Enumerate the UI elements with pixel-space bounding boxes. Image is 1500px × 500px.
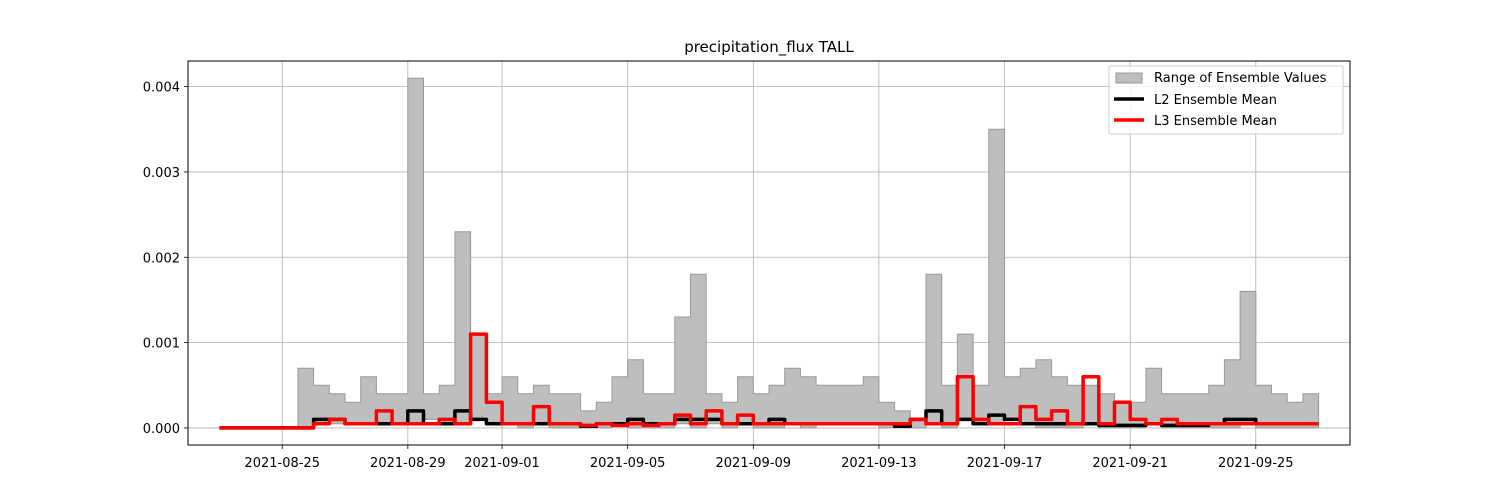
x-tick-label-2: 2021-09-01 <box>464 456 540 471</box>
series-line-l3 <box>219 332 1319 430</box>
x-tick-label-7: 2021-09-21 <box>1092 456 1168 471</box>
legend-label-l3: L3 Ensemble Mean <box>1154 114 1277 129</box>
x-tick-label-3: 2021-09-05 <box>590 456 666 471</box>
chart-title: precipitation_flux TALL <box>684 38 854 57</box>
y-tick-label-4: 0.004 <box>143 81 180 96</box>
plot-frame <box>187 60 1351 446</box>
legend-label-l2: L2 Ensemble Mean <box>1154 93 1277 108</box>
x-tick-label-0: 2021-08-25 <box>244 456 320 471</box>
legend-swatch-range <box>1115 72 1143 84</box>
series-line-l2 <box>219 409 1319 430</box>
y-tick-label-2: 0.002 <box>143 251 180 266</box>
x-tick-label-5: 2021-09-13 <box>841 456 917 471</box>
x-tick-label-6: 2021-09-17 <box>967 456 1043 471</box>
x-tick-label-1: 2021-08-29 <box>370 456 446 471</box>
y-axis: 0.000 0.001 0.002 0.003 0.004 <box>143 81 188 437</box>
series-lines <box>219 332 1319 430</box>
legend: Range of Ensemble Values L2 Ensemble Mea… <box>1108 65 1344 135</box>
x-tick-label-4: 2021-09-09 <box>716 456 792 471</box>
x-tick-label-8: 2021-09-25 <box>1218 456 1294 471</box>
x-axis: 2021-08-25 2021-08-29 2021-09-01 2021-09-05… <box>244 445 1294 471</box>
y-tick-label-1: 0.001 <box>143 337 180 352</box>
y-tick-label-0: 0.000 <box>143 422 180 437</box>
y-tick-label-3: 0.003 <box>143 166 180 181</box>
legend-label-range: Range of Ensemble Values <box>1154 71 1327 86</box>
series-range <box>219 77 1320 429</box>
range-area <box>219 77 1320 429</box>
legend-box <box>1108 65 1344 135</box>
